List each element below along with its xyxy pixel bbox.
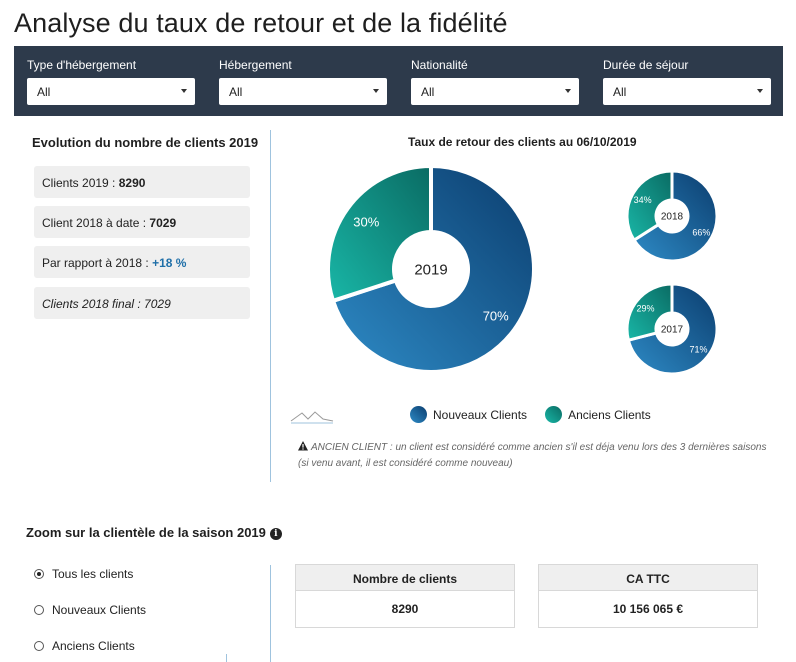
caret-down-icon — [181, 89, 187, 93]
kpi-revenue: CA TTC 10 156 065 € — [538, 564, 758, 628]
kpi-value: 10 156 065 € — [539, 591, 757, 627]
caret-down-icon — [373, 89, 379, 93]
caret-down-icon — [565, 89, 571, 93]
stat-clients-2018-date: Client 2018 à date : 7029 — [34, 206, 250, 238]
select-value: All — [613, 85, 627, 99]
stat-label: Clients 2019 : — [42, 176, 119, 190]
filter-accommodation-type: Type d'hébergement All — [27, 58, 195, 105]
zoom-title: Zoom sur la clientèle de la saison 2019 i — [26, 525, 282, 540]
mountain-line-icon — [290, 411, 334, 424]
warning-icon — [298, 441, 308, 451]
filter-accommodation: Hébergement All — [219, 58, 387, 105]
info-icon[interactable]: i — [269, 528, 282, 540]
definition-note: ANCIEN CLIENT : un client est considéré … — [298, 440, 768, 472]
slice-old-clients[interactable] — [625, 169, 674, 243]
select-value: All — [229, 85, 243, 99]
slice-label: 71% — [689, 345, 707, 355]
slice-new-clients[interactable] — [626, 282, 719, 376]
legend-label: Nouveaux Clients — [433, 407, 528, 422]
donut-hole — [657, 201, 687, 231]
radio-new-clients[interactable]: Nouveaux Clients — [34, 603, 146, 617]
filter-stay-duration: Durée de séjour All — [603, 58, 771, 105]
slice-new-clients[interactable] — [631, 169, 719, 263]
stat-label: Par rapport à 2018 : — [42, 256, 153, 270]
kpi-value: 8290 — [296, 591, 514, 627]
radio-label: Anciens Clients — [52, 639, 135, 653]
caret-down-icon — [757, 89, 763, 93]
filter-bar: Type d'hébergement All Hébergement All N… — [14, 46, 783, 116]
filter-label: Type d'hébergement — [27, 58, 137, 72]
divider — [270, 565, 271, 662]
donut-chart: 70% 30% 2019 — [326, 163, 536, 374]
evolution-title: Evolution du nombre de clients 2019 — [32, 135, 259, 150]
divider — [226, 654, 227, 662]
radio-indicator[interactable] — [34, 569, 44, 579]
slice-new-clients[interactable] — [330, 163, 536, 374]
filter-label: Durée de séjour — [603, 58, 689, 72]
slice-label: 70% — [483, 309, 509, 324]
donut-hole — [657, 314, 687, 344]
zoom-title-text: Zoom sur la clientèle de la saison 2019 — [26, 525, 266, 540]
stat-value: +18 % — [152, 256, 187, 270]
filter-label: Hébergement — [219, 58, 292, 72]
select-value: All — [37, 85, 51, 99]
slice-old-clients[interactable] — [326, 163, 433, 304]
legend-label: Anciens Clients — [568, 407, 651, 422]
stat-label: Client 2018 à date : — [42, 216, 150, 230]
radio-indicator[interactable] — [34, 641, 44, 651]
donut-chart: 71% 29% 2017 — [625, 282, 719, 376]
slice-label: 30% — [353, 215, 379, 230]
radio-indicator[interactable] — [34, 605, 44, 615]
stay-duration-select[interactable]: All — [603, 78, 771, 105]
radio-label: Tous les clients — [52, 567, 134, 581]
donut-center-label: 2019 — [414, 261, 447, 278]
legend-item-old: Anciens Clients — [545, 406, 651, 423]
donut-center-label: 2017 — [661, 325, 684, 336]
legend-swatch — [545, 406, 563, 423]
donut-center-label: 2018 — [661, 212, 684, 223]
kpi-header: CA TTC — [539, 565, 757, 591]
filter-label: Nationalité — [411, 58, 468, 72]
select-value: All — [421, 85, 435, 99]
radio-label: Nouveaux Clients — [52, 603, 147, 617]
filter-nationality: Nationalité All — [411, 58, 579, 105]
kpi-client-count: Nombre de clients 8290 — [295, 564, 515, 628]
radio-old-clients[interactable]: Anciens Clients — [34, 639, 135, 653]
return-rate-title: Taux de retour des clients au 06/10/2019 — [408, 135, 637, 149]
accommodation-select[interactable]: All — [219, 78, 387, 105]
divider — [270, 130, 271, 482]
donut-hole — [395, 233, 467, 305]
slice-label: 34% — [634, 195, 652, 205]
slice-label: 66% — [692, 227, 710, 237]
radio-all-clients[interactable]: Tous les clients — [34, 567, 133, 581]
stat-compare-2018: Par rapport à 2018 : +18 % — [34, 246, 250, 278]
page-title: Analyse du taux de retour et de la fidél… — [14, 8, 508, 38]
slice-old-clients[interactable] — [625, 282, 674, 343]
stat-clients-2019: Clients 2019 : 8290 — [34, 166, 250, 198]
stat-value: 8290 — [118, 176, 146, 190]
donut-chart: 66% 34% 2018 — [625, 169, 719, 263]
nationality-select[interactable]: All — [411, 78, 579, 105]
slice-label: 29% — [637, 304, 655, 314]
stat-value: 7029 — [149, 216, 177, 230]
legend-swatch — [410, 406, 427, 423]
legend-item-new: Nouveaux Clients — [410, 406, 527, 423]
chart-legend: Nouveaux Clients Anciens Clients — [410, 406, 669, 423]
note-text: ANCIEN CLIENT : un client est considéré … — [298, 442, 767, 469]
accommodation-type-select[interactable]: All — [27, 78, 195, 105]
stat-clients-2018-final: Clients 2018 final : 7029 — [34, 287, 250, 319]
kpi-header: Nombre de clients — [296, 565, 514, 591]
